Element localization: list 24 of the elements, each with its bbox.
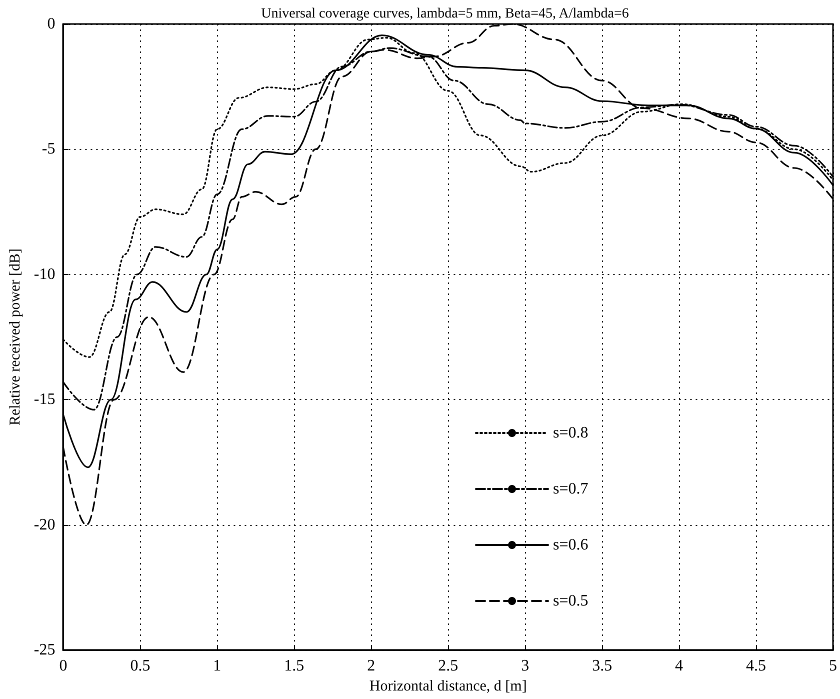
x-tick-label: 2 [367, 658, 376, 675]
legend-label: s=0.7 [553, 480, 588, 498]
x-tick-label: 5 [829, 658, 837, 675]
x-tick-label: 1 [213, 658, 222, 675]
x-tick-label: 3 [521, 658, 530, 675]
x-axis-title: Horizontal distance, d [m] [369, 678, 527, 694]
y-tick-label: 0 [47, 16, 56, 32]
y-tick-label: -25 [34, 642, 56, 659]
y-tick-label: -5 [42, 140, 56, 158]
legend-label: s=0.5 [553, 592, 588, 610]
x-tick-label: 4 [675, 658, 684, 675]
chart-title: Universal coverage curves, lambda=5 mm, Beta=45, A/lambda=6 [261, 6, 629, 22]
x-tick-label: 3.5 [592, 658, 612, 675]
x-tick-label: 2.5 [438, 658, 458, 675]
x-tick-label: 0 [59, 658, 68, 675]
x-tick-label: 1.5 [284, 658, 304, 675]
legend-label: s=0.6 [553, 536, 588, 554]
x-tick-label: 0.5 [130, 658, 150, 675]
x-tick-label: 4.5 [746, 658, 766, 675]
y-tick-label: -20 [34, 516, 56, 534]
y-tick-label: -15 [34, 391, 56, 408]
y-axis-title: Relative received power [dB] [8, 248, 24, 426]
y-tick-label: -10 [34, 266, 56, 283]
legend-label: s=0.8 [553, 424, 588, 442]
